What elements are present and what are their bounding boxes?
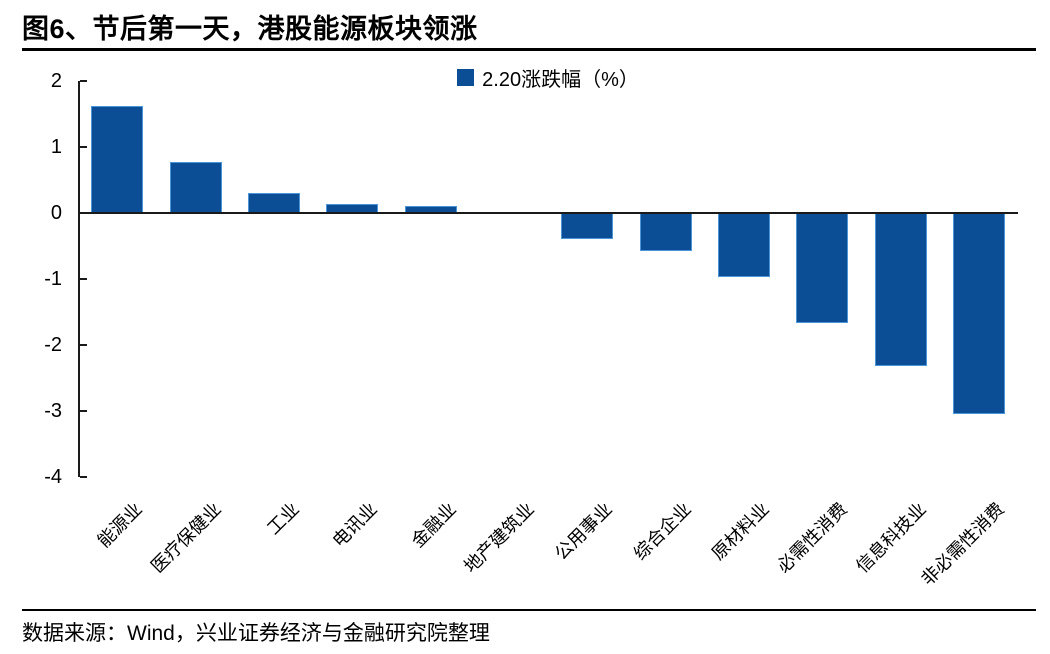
y-axis-tick-label: -2: [44, 334, 62, 356]
x-axis-label-text: 电讯业: [328, 498, 382, 552]
legend-label: 2.20涨跌幅（%）: [482, 69, 639, 91]
x-axis-label-text: 能源业: [93, 498, 147, 552]
y-axis-tick-label: -4: [44, 466, 62, 488]
title-divider: [22, 48, 1036, 51]
y-axis-tick: [80, 146, 87, 148]
y-axis-line: [78, 81, 80, 477]
x-axis-label-text: 原材料业: [707, 498, 773, 564]
x-axis-label-text: 金融业: [407, 498, 460, 552]
y-axis-tick-label: -3: [44, 400, 62, 422]
data-source: 数据来源：Wind，兴业证券经济与金融研究院整理: [22, 622, 490, 645]
y-axis-tick-label: 2: [50, 70, 62, 92]
y-axis-tick: [80, 344, 87, 346]
x-axis-label-text: 综合企业: [629, 498, 695, 564]
x-axis-label-text: 地产建筑业: [460, 498, 538, 577]
bar-公用事业: [561, 213, 614, 240]
y-axis-tick-label: 1: [50, 136, 62, 158]
bar-信息科技业: [874, 213, 927, 367]
x-axis-label-text: 信息科技业: [851, 498, 930, 577]
y-axis-tick: [80, 476, 87, 478]
y-axis-tick: [80, 80, 87, 82]
y-axis-tick-label: -1: [44, 268, 62, 290]
legend-swatch: [457, 69, 475, 86]
bar-工业: [247, 193, 300, 213]
x-axis-zero-line: [78, 212, 1018, 214]
bar-综合企业: [639, 213, 692, 252]
x-axis-label-text: 工业: [263, 498, 303, 539]
bar-非必需性消费: [952, 213, 1005, 415]
bar-必需性消费: [796, 213, 849, 323]
footer-divider: [22, 609, 1036, 611]
bar-能源业: [91, 106, 144, 213]
x-axis-label-text: 公用事业: [551, 498, 617, 564]
chart-legend: 2.20涨跌幅（%）: [78, 63, 1018, 92]
y-axis-tick: [80, 410, 87, 412]
x-axis-label-text: 非必需性消费: [917, 498, 1008, 590]
bar-原材料业: [717, 213, 770, 278]
y-axis-tick-label: 0: [50, 202, 62, 224]
y-axis-tick: [80, 278, 87, 280]
x-axis-label-text: 必需性消费: [773, 498, 852, 577]
bar-医疗保健业: [169, 161, 222, 213]
x-axis-label-text: 医疗保健业: [146, 498, 225, 577]
figure-title: 图6、节后第一天，港股能源板块领涨: [22, 14, 478, 44]
